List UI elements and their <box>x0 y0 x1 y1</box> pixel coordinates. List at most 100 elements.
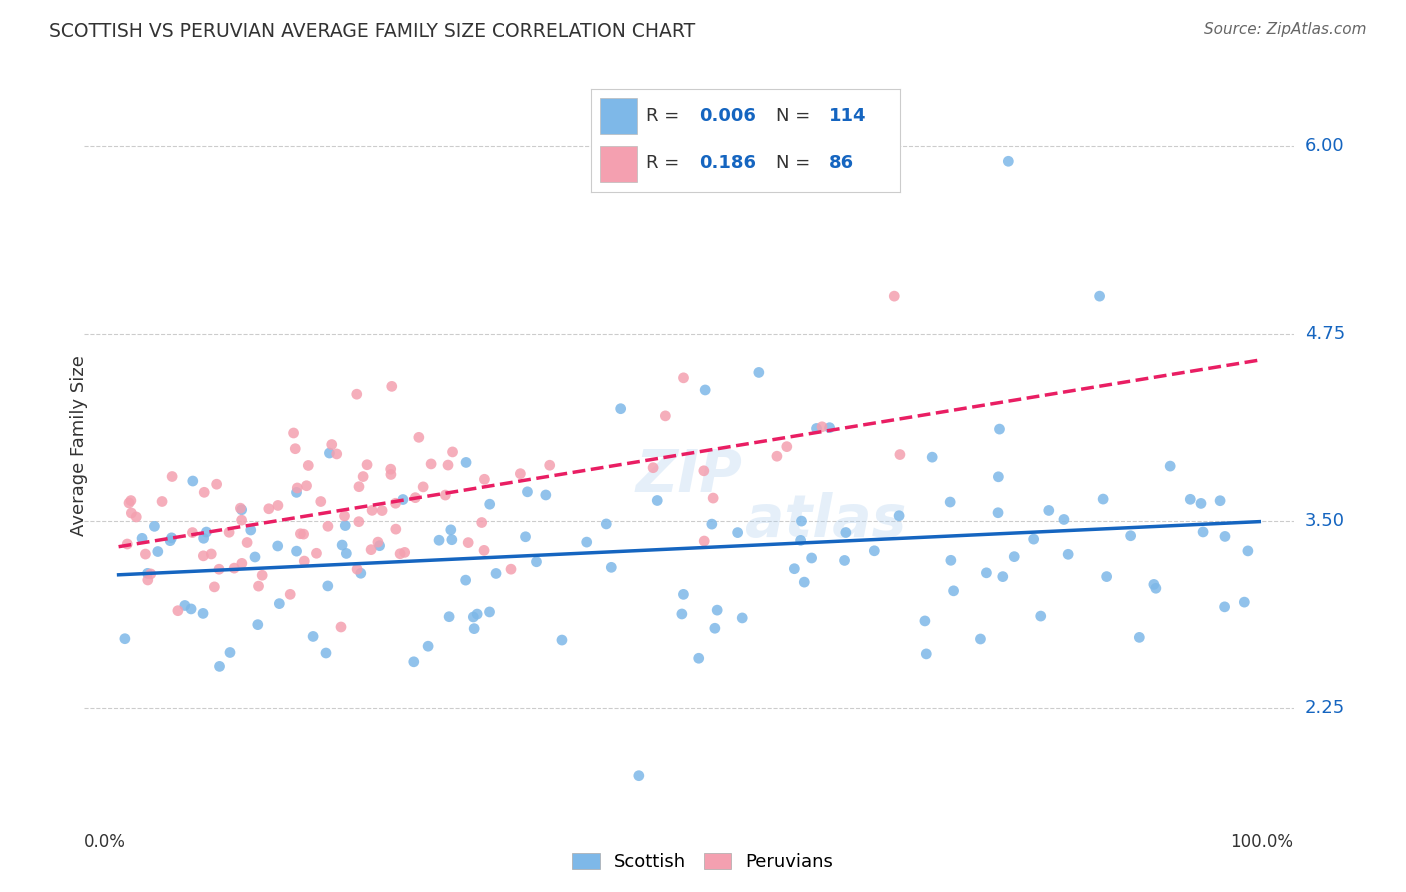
Point <box>463 622 485 636</box>
Text: 0.006: 0.006 <box>699 107 755 125</box>
Point <box>1189 496 1212 510</box>
Point <box>139 566 162 581</box>
Point <box>191 607 214 621</box>
Point <box>434 488 457 502</box>
Point <box>1088 289 1111 303</box>
Point <box>295 479 318 493</box>
Point <box>1213 529 1236 543</box>
Point <box>352 469 374 483</box>
Point <box>1053 512 1076 526</box>
Point <box>202 580 225 594</box>
Text: N =: N = <box>776 154 815 172</box>
Point <box>180 602 202 616</box>
Point <box>1159 459 1181 474</box>
Point <box>1209 493 1232 508</box>
Point <box>700 517 723 532</box>
Point <box>811 419 834 434</box>
Point <box>356 458 378 472</box>
Point <box>408 430 430 444</box>
Point <box>367 535 389 549</box>
Point <box>1092 492 1115 507</box>
FancyBboxPatch shape <box>600 98 637 135</box>
Point <box>131 532 153 546</box>
Text: 100.0%: 100.0% <box>1230 832 1294 851</box>
Point <box>231 502 253 516</box>
Point <box>474 472 496 486</box>
Point <box>454 455 477 469</box>
Point <box>335 518 357 533</box>
Point <box>257 501 280 516</box>
Point <box>316 519 339 533</box>
Text: 0.186: 0.186 <box>699 154 756 172</box>
Point <box>440 533 463 547</box>
Point <box>347 480 370 494</box>
Point <box>609 401 631 416</box>
Point <box>402 655 425 669</box>
Point <box>600 560 623 574</box>
Point <box>218 525 240 540</box>
Text: R =: R = <box>647 107 685 125</box>
Point <box>346 387 368 401</box>
Point <box>1038 503 1060 517</box>
Point <box>672 587 695 601</box>
Text: 2.25: 2.25 <box>1305 699 1346 717</box>
Point <box>229 501 252 516</box>
Point <box>731 611 754 625</box>
Point <box>160 531 183 545</box>
Point <box>471 516 494 530</box>
Point <box>118 496 141 510</box>
Point <box>246 617 269 632</box>
Point <box>818 420 841 434</box>
Point <box>247 579 270 593</box>
Point <box>727 525 749 540</box>
Point <box>285 485 308 500</box>
Point <box>1029 609 1052 624</box>
Point <box>997 154 1019 169</box>
Text: N =: N = <box>776 107 815 125</box>
Text: 4.75: 4.75 <box>1305 325 1346 343</box>
Point <box>159 533 181 548</box>
Point <box>672 371 695 385</box>
Point <box>193 549 215 563</box>
Point <box>1143 577 1166 591</box>
Point <box>793 575 815 590</box>
Point <box>243 549 266 564</box>
Point <box>290 526 312 541</box>
Point <box>283 425 305 440</box>
Point <box>167 604 190 618</box>
Point <box>834 553 856 567</box>
Point <box>538 458 561 473</box>
Point <box>146 544 169 558</box>
Text: 0.0%: 0.0% <box>84 832 127 851</box>
Point <box>384 496 406 510</box>
Point <box>267 499 290 513</box>
Point <box>267 539 290 553</box>
Point <box>499 562 522 576</box>
Point <box>136 566 159 581</box>
Point <box>361 503 384 517</box>
Point <box>318 446 340 460</box>
Point <box>463 610 485 624</box>
Point <box>1095 569 1118 583</box>
Point <box>485 566 508 581</box>
Point <box>645 493 668 508</box>
Point <box>939 495 962 509</box>
Point <box>269 597 291 611</box>
Point <box>285 544 308 558</box>
Point <box>309 494 332 508</box>
Point <box>440 523 463 537</box>
Point <box>205 477 228 491</box>
Point <box>1057 547 1080 561</box>
Point <box>305 546 328 560</box>
Point <box>1144 581 1167 595</box>
Point <box>883 289 905 303</box>
Point <box>969 632 991 646</box>
Point <box>627 769 650 783</box>
Point <box>534 488 557 502</box>
Point <box>800 551 823 566</box>
Point <box>695 383 717 397</box>
Point <box>360 542 382 557</box>
Point <box>325 447 347 461</box>
Point <box>239 523 262 537</box>
Point <box>427 533 450 548</box>
